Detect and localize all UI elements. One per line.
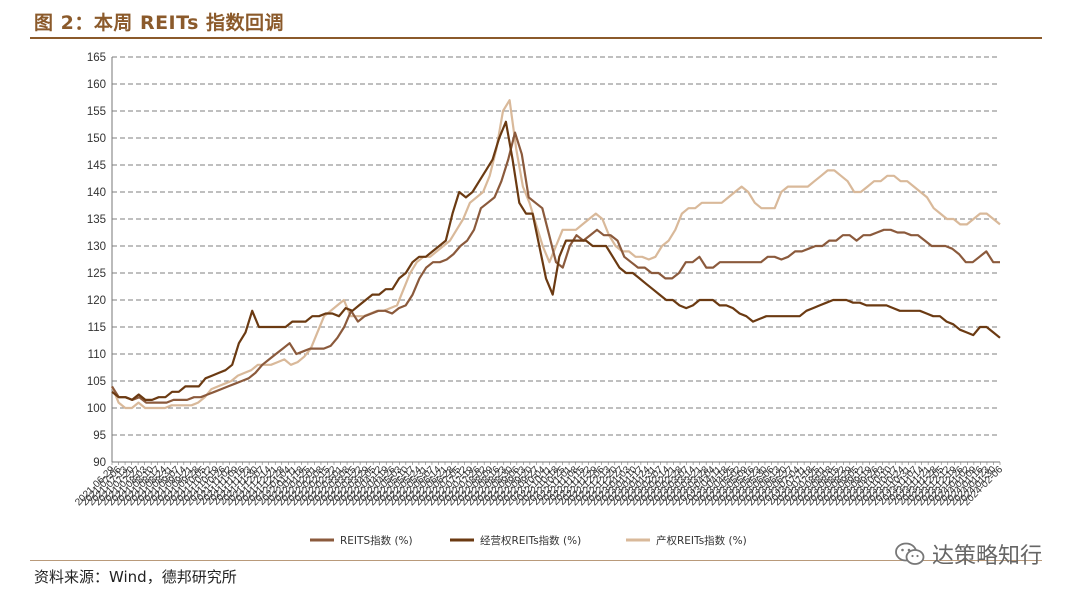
y-tick-label: 155 [87, 106, 106, 118]
wechat-icon [895, 542, 925, 565]
y-tick-label: 95 [93, 430, 106, 442]
y-tick-label: 135 [87, 214, 106, 226]
series-line-1 [111, 120, 1001, 401]
chart-title: 图 2：本周 REITs 指数回调 [34, 12, 284, 34]
legend-label: 经营权REITs指数 (%) [480, 534, 581, 547]
y-tick-label: 140 [87, 187, 106, 199]
legend-label: REITS指数 (%) [340, 534, 413, 547]
y-tick-label: 165 [87, 52, 106, 64]
y-tick-label: 145 [87, 160, 106, 172]
y-tick-label: 110 [88, 349, 106, 361]
x-axis: 2021-06-292021-07-062021-07-132021-07-20… [73, 462, 1005, 508]
source-note: 资料来源：Wind，德邦研究所 [34, 568, 237, 586]
grid [112, 56, 1000, 463]
y-axis: 90 95 100 105 110 115 120 125 130 135 140 145 150 155… [87, 52, 113, 469]
y-tick-label: 100 [87, 403, 106, 415]
y-tick-label: 105 [87, 376, 106, 388]
series-line-0 [111, 131, 1000, 404]
y-tick-label: 125 [87, 268, 106, 280]
y-tick-label: 150 [87, 133, 106, 145]
watermark: 达策略知行 [894, 538, 1042, 570]
y-tick-label: 90 [93, 457, 106, 469]
legend: REITS指数 (%) 经营权REITs指数 (%) 产权REITs指数 (%) [310, 534, 747, 547]
y-tick-label: 120 [87, 295, 106, 307]
watermark-text: 达策略知行 [931, 544, 1042, 569]
y-tick-label: 160 [87, 79, 106, 91]
series-line-2 [110, 99, 1001, 410]
source-divider [30, 560, 1042, 561]
series-lines [110, 99, 1001, 410]
legend-label: 产权REITs指数 (%) [656, 534, 747, 547]
title-divider [30, 37, 1042, 39]
y-tick-label: 115 [88, 322, 106, 334]
y-tick-label: 130 [87, 241, 106, 253]
